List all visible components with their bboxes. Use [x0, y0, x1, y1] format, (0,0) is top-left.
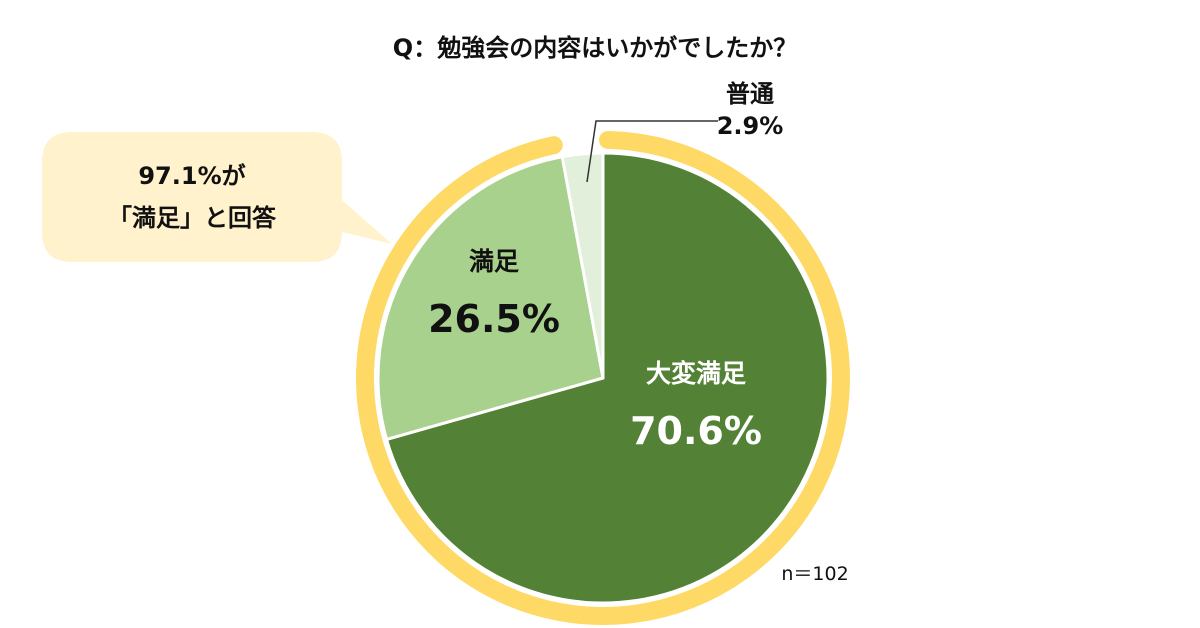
slice-ordinary	[560, 151, 605, 380]
satisfaction-callout: 97.1%が 「満足」と回答	[42, 132, 392, 262]
slice-ordinary-label: 普通	[726, 80, 774, 108]
slice-very-satisfied-label: 大変満足	[646, 359, 746, 388]
slice-very-satisfied-value: 70.6%	[630, 409, 762, 453]
sample-size-note: n＝102	[781, 563, 848, 585]
chart-title: Q：勉強会の内容はいかがでしたか？	[393, 34, 797, 62]
ordinary-leader-line	[586, 120, 718, 183]
slice-satisfied-label: 満足	[469, 247, 519, 276]
pie-slices	[376, 151, 830, 605]
callout-bubble	[42, 132, 392, 262]
slice-satisfied	[376, 155, 605, 441]
slice-very-satisfied	[385, 151, 830, 605]
slice-satisfied-value: 26.5%	[428, 297, 560, 341]
slice-ordinary-value: 2.9%	[717, 112, 784, 140]
callout-line-2: 「満足」と回答	[108, 204, 277, 232]
satisfied-highlight-ring	[356, 131, 850, 625]
callout-line-1: 97.1%が	[138, 162, 245, 190]
